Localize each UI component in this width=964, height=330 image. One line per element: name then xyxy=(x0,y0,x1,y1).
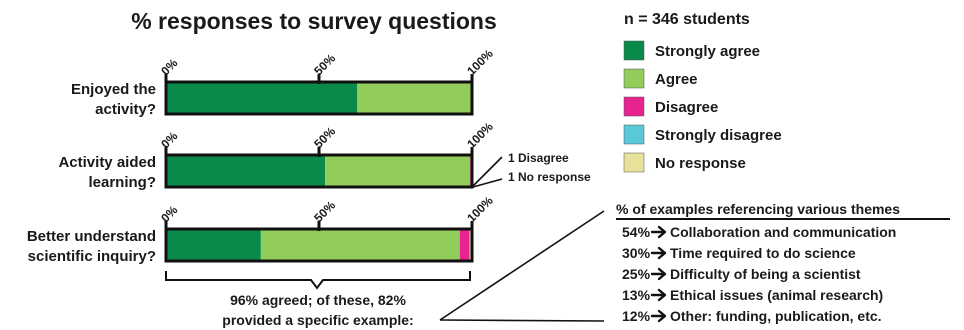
theme-pct: 13% xyxy=(622,287,651,303)
bar-segment-agree xyxy=(357,82,472,114)
note-pointer xyxy=(472,178,503,188)
bar-segment-strongly-agree xyxy=(166,229,261,261)
annotations-layer: 1 Disagree 1 No response 96% agreed; of th… xyxy=(165,151,605,328)
legend-label: Strongly disagree xyxy=(655,127,782,144)
tick-label: 100% xyxy=(464,46,496,78)
note-text: 1 Disagree xyxy=(508,151,569,165)
legend-swatch xyxy=(623,124,645,145)
theme-label: Time required to do science xyxy=(670,245,856,261)
bar-segment-strongly-agree xyxy=(166,155,326,187)
arrow-icon xyxy=(650,225,667,239)
legend-swatch xyxy=(623,40,645,61)
brace xyxy=(165,271,471,290)
tick-label: 50% xyxy=(311,198,338,225)
tick-label: 100% xyxy=(464,119,496,151)
theme-pct: 12% xyxy=(622,308,651,324)
brace-text: 96% agreed; of these, 82% xyxy=(230,292,406,308)
arrow-icon xyxy=(650,288,667,302)
category-label: Enjoyed the xyxy=(71,81,156,98)
arrow-icon xyxy=(650,246,667,260)
category-label: Better understand xyxy=(27,228,156,245)
tick-label: 0% xyxy=(158,203,180,225)
arrow-icon xyxy=(650,309,667,323)
legend: Strongly agree Agree Disagree Strongly disa… xyxy=(623,40,782,173)
legend-swatch xyxy=(623,68,645,89)
category-label: Activity aided xyxy=(58,154,156,171)
bar-segment-agree xyxy=(325,155,471,187)
themes-panel: % of examples referencing various themes… xyxy=(616,201,950,324)
theme-pct: 54% xyxy=(622,224,651,240)
category-label: learning? xyxy=(88,174,156,191)
sample-size-note: n = 346 students xyxy=(624,11,750,28)
note-pointer xyxy=(472,156,503,187)
bar-group-2: Activity aided learning? 0% 50% 100% xyxy=(58,119,496,191)
bar-group-3: Better understand scientific inquiry? 0% 50… xyxy=(27,193,496,265)
theme-pct: 25% xyxy=(622,266,651,282)
bar-group-1: Enjoyed the activity? 0% 50% 100% xyxy=(71,46,496,118)
legend-label: Strongly agree xyxy=(655,43,760,60)
tick-label: 50% xyxy=(311,124,338,151)
bar-segment-agree xyxy=(260,229,460,261)
chart-title: % responses to survey questions xyxy=(131,8,497,34)
themes-title: % of examples referencing various themes xyxy=(616,201,900,217)
category-label: activity? xyxy=(95,101,156,118)
theme-label: Difficulty of being a scientist xyxy=(670,266,861,282)
tick-label: 100% xyxy=(464,193,496,225)
category-label: scientific inquiry? xyxy=(28,248,156,265)
bar-segment-strongly-agree xyxy=(166,82,358,114)
legend-label: Agree xyxy=(655,71,698,88)
brace-text: provided a specific example: xyxy=(222,312,413,328)
legend-swatch xyxy=(623,96,645,117)
connector-line xyxy=(439,210,605,321)
legend-label: Disagree xyxy=(655,99,718,116)
connector-line xyxy=(439,319,605,322)
tick-label: 0% xyxy=(158,56,180,78)
tick-label: 50% xyxy=(311,51,338,78)
legend-label: No response xyxy=(655,155,746,172)
theme-label: Collaboration and communication xyxy=(670,224,896,240)
tick-label: 0% xyxy=(158,129,180,151)
bar-segment-disagree xyxy=(459,229,470,261)
legend-swatch xyxy=(623,152,645,173)
theme-pct: 30% xyxy=(622,245,651,261)
theme-label: Other: funding, publication, etc. xyxy=(670,308,882,324)
theme-label: Ethical issues (animal research) xyxy=(670,287,883,303)
note-text: 1 No response xyxy=(508,170,591,184)
arrow-icon xyxy=(650,267,667,281)
